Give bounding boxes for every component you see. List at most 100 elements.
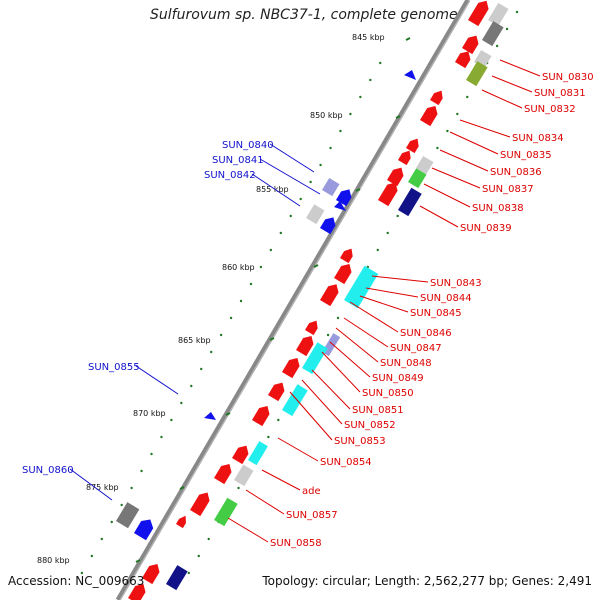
outer-track-dot — [436, 146, 439, 150]
inner-track-dot — [219, 333, 223, 337]
gene-block — [116, 502, 140, 529]
red-gene-shape — [268, 382, 285, 402]
gene-label: SUN_0851 — [352, 405, 404, 416]
scale-tick-label: 880 kbp — [37, 556, 70, 565]
inner-track-dot — [180, 401, 183, 405]
outer-track-dot — [495, 44, 499, 48]
leader-line — [423, 183, 471, 208]
scale-tick-mark — [225, 412, 231, 416]
outer-track-dot — [466, 95, 469, 99]
red-gene-shape — [305, 320, 318, 336]
blue-gene — [404, 70, 416, 80]
outer-track-dot — [197, 554, 200, 558]
genome-backbone — [115, 0, 471, 600]
gene-block-shape — [408, 168, 427, 189]
leader-line — [481, 89, 523, 109]
red-gene-shape — [334, 263, 352, 285]
gene-label: SUN_0852 — [344, 420, 396, 431]
gene-label: SUN_0847 — [390, 343, 442, 354]
red-gene-shape — [340, 248, 353, 264]
leader-line — [459, 119, 511, 138]
gene-block-shape — [248, 441, 268, 466]
inner-track-dot — [339, 129, 342, 133]
outer-track-dot — [386, 231, 389, 235]
red-gene — [462, 35, 479, 55]
leader-line — [329, 341, 371, 378]
inner-track-dot — [309, 180, 312, 184]
gene-label: SUN_0836 — [490, 167, 542, 178]
red-gene-shape — [232, 445, 249, 465]
gene-block — [322, 177, 340, 197]
gene-label: SUN_0858 — [270, 538, 322, 549]
blue-gene — [320, 217, 336, 235]
gene-label: SUN_0843 — [430, 278, 482, 289]
red-gene-shape — [214, 463, 232, 485]
red-gene-shape — [455, 51, 471, 69]
leader-line — [439, 149, 489, 172]
inner-track-dot — [190, 384, 193, 388]
leader-line — [277, 437, 319, 462]
scale-tick-label: 860 kbp — [222, 263, 255, 272]
gene-block-shape — [302, 342, 328, 375]
leader-line — [491, 75, 533, 93]
scale-tick-label: 870 kbp — [133, 409, 166, 418]
leader-line — [269, 143, 315, 173]
gene-block — [344, 265, 379, 309]
gene-block — [416, 155, 434, 175]
blue-gene — [134, 519, 154, 541]
gene-label: SUN_0845 — [410, 308, 462, 319]
red-gene — [334, 263, 352, 285]
gene-block-shape — [234, 464, 254, 487]
leader-line — [311, 369, 351, 410]
outer-track-dot — [376, 248, 379, 252]
inner-track-dot — [110, 520, 113, 524]
gene-block — [408, 168, 427, 189]
topology-text: Topology: circular; Length: 2,562,277 bp… — [262, 574, 592, 588]
gene-label: ade — [302, 486, 321, 497]
inner-track-dot — [150, 452, 153, 456]
scale-tick-label: 845 kbp — [352, 33, 385, 42]
inner-track-dot — [80, 571, 84, 575]
red-gene — [232, 445, 249, 465]
red-gene — [420, 105, 438, 127]
gene-block-shape — [214, 497, 238, 527]
gene-block-shape — [282, 384, 308, 417]
gene-block-shape — [306, 204, 325, 225]
leader-line — [289, 391, 333, 441]
red-gene-shape — [282, 357, 300, 379]
inner-track-dot — [279, 231, 282, 235]
inner-track-dot — [349, 112, 352, 116]
gene-label: SUN_0849 — [372, 373, 424, 384]
gene-label: SUN_0846 — [400, 328, 452, 339]
leader-line — [227, 517, 269, 543]
inner-track-dot — [369, 78, 372, 82]
outer-track-dot — [237, 486, 240, 490]
gene-block — [234, 464, 254, 487]
red-gene-shape — [378, 182, 398, 207]
red-gene-shape — [176, 515, 186, 529]
gene-label: SUN_0839 — [460, 223, 512, 234]
red-gene-shape — [296, 335, 314, 357]
leader-line — [359, 295, 409, 313]
gene-label: SUN_0860 — [22, 465, 74, 476]
red-gene-shape — [190, 492, 210, 517]
gene-block-shape — [488, 2, 509, 27]
red-gene — [252, 405, 270, 427]
outer-track-dot — [207, 537, 210, 541]
red-gene — [190, 492, 210, 517]
gene-block — [248, 441, 268, 466]
leader-line — [431, 167, 481, 189]
gene-label: SUN_0840 — [222, 140, 274, 151]
red-gene — [282, 357, 300, 379]
gene-block-shape — [398, 187, 422, 217]
gene-label: SUN_0832 — [524, 104, 576, 115]
inner-track-dot — [100, 537, 103, 541]
gene-block-shape — [116, 502, 140, 529]
gene-label: SUN_0842 — [204, 170, 256, 181]
red-gene — [128, 583, 146, 600]
outer-track-dot — [446, 129, 449, 133]
red-gene — [430, 90, 443, 106]
red-gene-shape — [462, 35, 479, 55]
